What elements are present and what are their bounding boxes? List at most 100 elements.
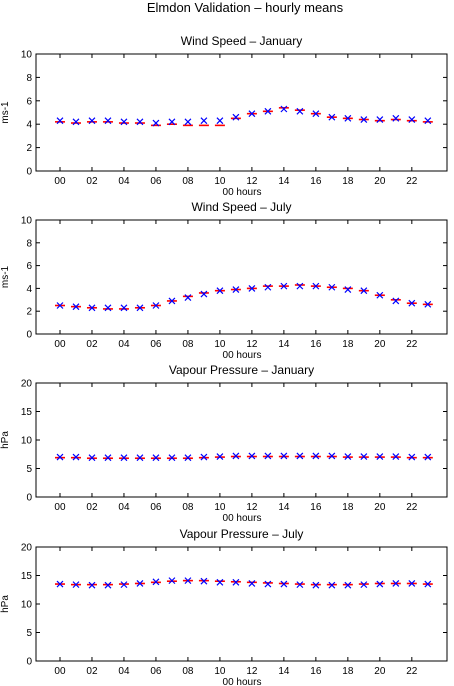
data-point-x-marker xyxy=(168,118,176,126)
y-tick-label: 8 xyxy=(26,238,32,249)
data-point-x-marker xyxy=(136,304,144,312)
data-point-x-marker xyxy=(232,578,240,586)
y-tick-label: 4 xyxy=(26,120,32,131)
chart-title: Vapour Pressure – July xyxy=(180,527,304,541)
x-tick-label: 12 xyxy=(246,666,258,677)
data-point-x-marker xyxy=(408,580,416,587)
y-tick-label: 15 xyxy=(21,571,33,582)
data-point-x-marker xyxy=(424,453,432,461)
y-tick-label: 20 xyxy=(21,543,33,554)
y-tick-label: 0 xyxy=(26,493,32,504)
data-point-x-marker xyxy=(72,453,80,461)
y-tick-label: 5 xyxy=(26,464,32,475)
data-point-x-marker xyxy=(72,118,80,126)
data-point-x-marker xyxy=(56,117,64,125)
y-tick-label: 2 xyxy=(26,143,32,154)
data-point-x-marker xyxy=(296,581,304,589)
data-point-x-marker xyxy=(72,581,80,589)
x-axis-label: 00 hours xyxy=(223,677,262,686)
x-axis-label: 00 hours xyxy=(223,350,262,361)
figure-title: Elmdon Validation – hourly means xyxy=(147,0,344,15)
data-point-x-marker xyxy=(184,294,192,301)
x-tick-label: 18 xyxy=(342,176,354,187)
data-point-x-marker xyxy=(136,118,144,126)
data-point-x-marker xyxy=(392,114,400,122)
data-point-x-marker xyxy=(344,286,352,293)
y-tick-label: 20 xyxy=(21,379,33,390)
data-point-x-marker xyxy=(152,302,160,309)
data-point-x-marker xyxy=(184,118,192,126)
x-tick-label: 16 xyxy=(310,666,322,677)
data-point-x-marker xyxy=(296,282,304,290)
y-tick-label: 6 xyxy=(26,96,32,107)
data-point-x-marker xyxy=(248,284,256,292)
data-point-x-marker xyxy=(200,290,208,298)
x-tick-label: 22 xyxy=(406,502,418,513)
data-point-x-marker xyxy=(216,578,224,586)
data-point-x-marker xyxy=(376,453,384,460)
data-point-x-marker xyxy=(424,580,432,588)
data-point-x-marker xyxy=(296,107,304,115)
x-tick-label: 00 xyxy=(54,666,66,677)
data-point-x-marker xyxy=(184,577,192,585)
data-point-x-marker xyxy=(376,291,384,299)
x-tick-label: 04 xyxy=(118,502,130,513)
y-axis-label: hPa xyxy=(0,595,11,613)
data-point-x-marker xyxy=(72,303,80,311)
x-tick-label: 18 xyxy=(342,666,354,677)
x-tick-label: 20 xyxy=(374,666,386,677)
data-point-x-marker xyxy=(328,581,336,589)
data-point-x-marker xyxy=(120,581,128,589)
data-point-x-marker xyxy=(88,304,96,312)
data-point-x-marker xyxy=(248,452,256,460)
data-point-x-marker xyxy=(376,116,384,123)
data-point-x-marker xyxy=(88,581,96,589)
x-tick-label: 00 xyxy=(54,176,66,187)
data-point-x-marker xyxy=(328,452,336,460)
x-tick-label: 22 xyxy=(406,176,418,187)
x-tick-label: 00 xyxy=(54,502,66,513)
data-point-x-marker xyxy=(280,452,288,460)
data-point-x-marker xyxy=(152,119,160,127)
data-point-x-marker xyxy=(408,453,416,461)
series-1 xyxy=(54,579,433,586)
x-tick-label: 18 xyxy=(342,339,354,350)
data-point-x-marker xyxy=(248,580,256,587)
data-point-x-marker xyxy=(328,283,336,291)
data-point-x-marker xyxy=(104,304,112,312)
x-tick-label: 22 xyxy=(406,339,418,350)
data-point-x-marker xyxy=(392,580,400,587)
x-tick-label: 10 xyxy=(214,339,226,350)
chart-panel-3: Vapour Pressure – January 0 5 10 15 20 00 02 04 0… xyxy=(0,363,448,524)
x-tick-label: 06 xyxy=(150,502,162,513)
x-tick-label: 08 xyxy=(182,666,194,677)
x-tick-label: 14 xyxy=(278,176,290,187)
data-point-x-marker xyxy=(56,453,64,461)
data-point-x-marker xyxy=(296,452,304,460)
y-tick-label: 10 xyxy=(21,600,33,611)
data-point-x-marker xyxy=(264,283,272,291)
x-tick-label: 04 xyxy=(118,176,130,187)
y-axis-label: hPa xyxy=(0,431,11,449)
series-2 xyxy=(56,577,432,589)
y-axis-label: ms-1 xyxy=(0,265,11,288)
data-point-x-marker xyxy=(344,453,352,460)
data-point-x-marker xyxy=(280,580,288,588)
data-point-x-marker xyxy=(136,454,144,462)
data-point-x-marker xyxy=(168,454,176,462)
x-tick-label: 02 xyxy=(86,176,98,187)
data-point-x-marker xyxy=(168,577,176,585)
data-point-x-marker xyxy=(152,454,160,462)
y-tick-label: 0 xyxy=(26,657,32,668)
x-tick-label: 04 xyxy=(118,339,130,350)
data-point-x-marker xyxy=(88,117,96,125)
x-tick-label: 18 xyxy=(342,502,354,513)
chart-panel-4: Vapour Pressure – July 0 5 10 15 20 00 02 04 06 08… xyxy=(0,527,448,686)
data-point-x-marker xyxy=(312,110,320,118)
data-point-x-marker xyxy=(232,286,240,293)
x-tick-label: 10 xyxy=(214,502,226,513)
y-tick-label: 0 xyxy=(26,167,32,178)
data-point-x-marker xyxy=(360,116,368,123)
x-tick-label: 02 xyxy=(86,666,98,677)
